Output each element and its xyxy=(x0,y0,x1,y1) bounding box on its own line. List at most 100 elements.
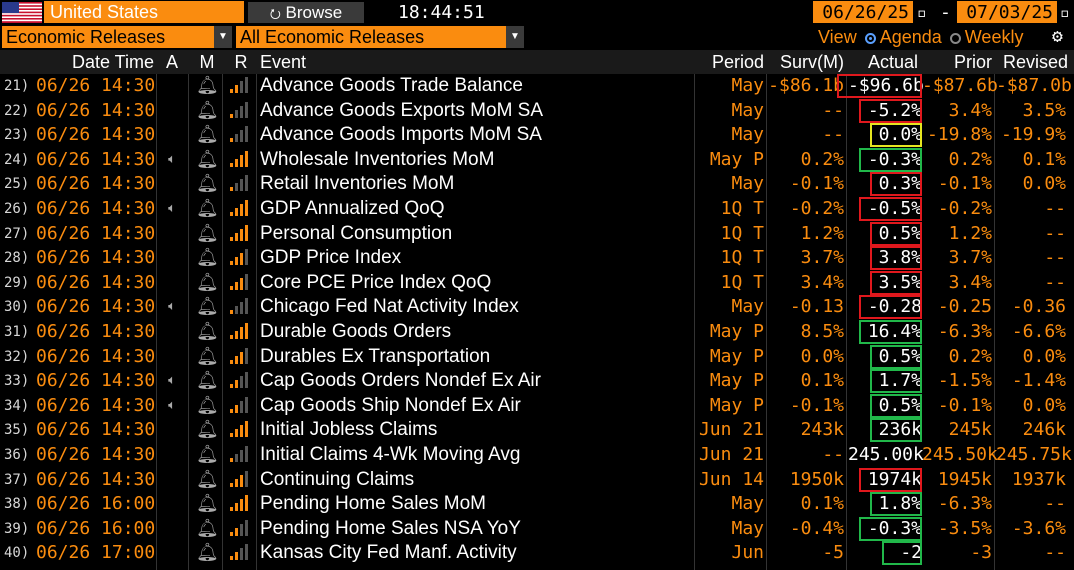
row-event[interactable]: Cap Goods Orders Nondef Ex Air xyxy=(260,370,541,392)
bell-icon[interactable]: 🔔︎ xyxy=(196,99,219,121)
col-relevance[interactable]: R xyxy=(234,52,248,72)
bell-icon[interactable]: 🔔︎ xyxy=(196,542,219,564)
row-event[interactable]: Cap Goods Ship Nondef Ex Air xyxy=(260,394,521,416)
bell-icon[interactable]: 🔔︎ xyxy=(196,493,219,515)
alert-empty[interactable] xyxy=(160,320,184,344)
alert-empty[interactable] xyxy=(160,99,184,123)
bell-icon[interactable]: 🔔︎ xyxy=(196,124,219,146)
bell-icon[interactable]: 🔔︎ xyxy=(196,271,219,293)
table-row[interactable]: 24) 06/26 14:30 🔈︎ 🔔︎ Wholesale Inventories … xyxy=(0,147,1074,173)
col-period[interactable]: Period xyxy=(711,52,764,72)
country-selector[interactable]: United States xyxy=(44,1,244,23)
table-row[interactable]: 22) 06/26 14:30 🔔︎ Advance Goods Exports Mo… xyxy=(0,98,1074,124)
table-row[interactable]: 21) 06/26 14:30 🔔︎ Advance Goods Trade Bala… xyxy=(0,74,1074,99)
col-prior[interactable]: Prior xyxy=(953,52,992,72)
row-event[interactable]: Kansas City Fed Manf. Activity xyxy=(260,542,517,564)
row-event[interactable]: Initial Jobless Claims xyxy=(260,419,438,441)
table-row[interactable]: 29) 06/26 14:30 🔔︎ Core PCE Price Index QoQ… xyxy=(0,270,1074,296)
table-row[interactable]: 36) 06/26 14:30 🔔︎ Initial Claims 4-Wk Movi… xyxy=(0,443,1074,468)
bell-icon[interactable]: 🔔︎ xyxy=(196,370,219,392)
alert-empty[interactable] xyxy=(160,517,184,541)
view-option-weekly[interactable]: Weekly xyxy=(964,27,1024,47)
table-row[interactable]: 38) 06/26 16:00 🔔︎ Pending Home Sales MoM Ma… xyxy=(0,492,1074,517)
alert-empty[interactable] xyxy=(160,74,184,98)
subcategory-dropdown[interactable]: All Economic Releases ▼ xyxy=(236,26,524,48)
table-row[interactable]: 25) 06/26 14:30 🔔︎ Retail Inventories MoM Ma… xyxy=(0,172,1074,197)
alert-empty[interactable] xyxy=(160,492,184,516)
row-event[interactable]: Wholesale Inventories MoM xyxy=(260,148,495,170)
row-event[interactable]: Initial Claims 4-Wk Moving Avg xyxy=(260,444,521,465)
table-row[interactable]: 30) 06/26 14:30 🔈︎ 🔔︎ Chicago Fed Nat Activi… xyxy=(0,295,1074,320)
row-event[interactable]: Continuing Claims xyxy=(260,468,415,490)
bell-icon[interactable]: 🔔︎ xyxy=(196,198,219,219)
table-row[interactable]: 26) 06/26 14:30 🔈︎ 🔔︎ GDP Annualized QoQ 1Q T… xyxy=(0,197,1074,222)
bell-icon[interactable]: 🔔︎ xyxy=(196,75,219,96)
bell-icon[interactable]: 🔔︎ xyxy=(196,444,219,465)
speaker-icon[interactable]: 🔈︎ xyxy=(168,397,176,413)
bell-icon[interactable]: 🔔︎ xyxy=(196,148,219,170)
alert-empty[interactable] xyxy=(160,246,184,270)
calendar-icon[interactable]: ▫ xyxy=(917,3,927,22)
row-event[interactable]: Durables Ex Transportation xyxy=(260,345,491,367)
row-event[interactable]: Pending Home Sales NSA YoY xyxy=(260,517,521,539)
bell-icon[interactable]: 🔔︎ xyxy=(196,468,219,490)
gear-icon[interactable]: ⚙ xyxy=(1052,26,1063,47)
radio-agenda[interactable] xyxy=(864,33,876,44)
row-event[interactable]: Chicago Fed Nat Activity Index xyxy=(260,296,519,318)
alert-empty[interactable] xyxy=(160,222,184,246)
bell-icon[interactable]: 🔔︎ xyxy=(196,394,219,416)
browse-button[interactable]: ⭮ Browse xyxy=(248,2,364,23)
col-revised[interactable]: Revised xyxy=(1002,52,1068,72)
table-row[interactable]: 33) 06/26 14:30 🔈︎ 🔔︎ Cap Goods Orders Nonde… xyxy=(0,369,1074,394)
start-date-field[interactable]: 06/26/25 xyxy=(813,1,913,23)
table-row[interactable]: 28) 06/26 14:30 🔔︎ GDP Price Index 1Q T 3.7% 3… xyxy=(0,246,1074,271)
row-event[interactable]: Advance Goods Trade Balance xyxy=(260,75,524,96)
col-event[interactable]: Event xyxy=(260,52,307,72)
col-survey[interactable]: Surv(M) xyxy=(780,52,844,72)
alert-empty[interactable] xyxy=(160,443,184,467)
col-monitor[interactable]: M xyxy=(199,52,215,72)
bell-icon[interactable]: 🔔︎ xyxy=(196,173,219,195)
bell-icon[interactable]: 🔔︎ xyxy=(196,321,219,342)
table-row[interactable]: 37) 06/26 14:30 🔔︎ Continuing Claims Jun 14 1… xyxy=(0,467,1074,493)
category-dropdown[interactable]: Economic Releases ▼ xyxy=(2,26,232,48)
alert-empty[interactable] xyxy=(160,468,184,492)
bell-icon[interactable]: 🔔︎ xyxy=(196,345,219,367)
row-event[interactable]: Pending Home Sales MoM xyxy=(260,493,486,515)
speaker-icon[interactable]: 🔈︎ xyxy=(168,151,176,167)
alert-empty[interactable] xyxy=(160,172,184,196)
table-row[interactable]: 40) 06/26 17:00 🔔︎ Kansas City Fed Manf. Ac… xyxy=(0,541,1074,566)
col-actual[interactable]: Actual xyxy=(867,52,918,72)
table-row[interactable]: 34) 06/26 14:30 🔈︎ 🔔︎ Cap Goods Ship Nondef … xyxy=(0,393,1074,419)
table-row[interactable]: 32) 06/26 14:30 🔔︎ Durables Ex Transportati… xyxy=(0,344,1074,370)
table-row[interactable]: 31) 06/26 14:30 🔔︎ Durable Goods Orders May … xyxy=(0,320,1074,345)
bell-icon[interactable]: 🔔︎ xyxy=(196,517,219,539)
bell-icon[interactable]: 🔔︎ xyxy=(196,247,219,269)
alert-empty[interactable] xyxy=(160,271,184,295)
bell-icon[interactable]: 🔔︎ xyxy=(196,419,219,441)
alert-empty[interactable] xyxy=(160,123,184,147)
speaker-icon[interactable]: 🔈︎ xyxy=(168,201,176,216)
table-row[interactable]: 35) 06/26 14:30 🔔︎ Initial Jobless Claims Ju… xyxy=(0,418,1074,443)
row-event[interactable]: Advance Goods Imports MoM SA xyxy=(260,124,542,146)
row-event[interactable]: GDP Annualized QoQ xyxy=(260,198,445,219)
speaker-icon[interactable]: 🔈︎ xyxy=(168,373,176,389)
alert-empty[interactable] xyxy=(160,345,184,369)
alert-empty[interactable] xyxy=(160,418,184,442)
row-event[interactable]: Durable Goods Orders xyxy=(260,321,452,342)
col-alert[interactable]: A xyxy=(165,52,178,72)
view-option-agenda[interactable]: Agenda xyxy=(879,27,942,47)
alert-empty[interactable] xyxy=(160,541,184,565)
bell-icon[interactable]: 🔔︎ xyxy=(196,296,219,318)
calendar-icon[interactable]: ▫ xyxy=(1060,3,1070,22)
table-row[interactable]: 39) 06/26 16:00 🔔︎ Pending Home Sales NSA Y… xyxy=(0,516,1074,542)
row-event[interactable]: Retail Inventories MoM xyxy=(260,173,455,195)
end-date-field[interactable]: 07/03/25 xyxy=(957,1,1057,23)
row-event[interactable]: Advance Goods Exports MoM SA xyxy=(260,99,544,121)
table-row[interactable]: 27) 06/26 14:30 🔔︎ Personal Consumption 1Q T… xyxy=(0,221,1074,247)
row-event[interactable]: Core PCE Price Index QoQ xyxy=(260,271,492,293)
bell-icon[interactable]: 🔔︎ xyxy=(196,222,219,244)
row-event[interactable]: GDP Price Index xyxy=(260,247,402,269)
radio-weekly[interactable] xyxy=(949,33,961,44)
row-event[interactable]: Personal Consumption xyxy=(260,222,453,244)
